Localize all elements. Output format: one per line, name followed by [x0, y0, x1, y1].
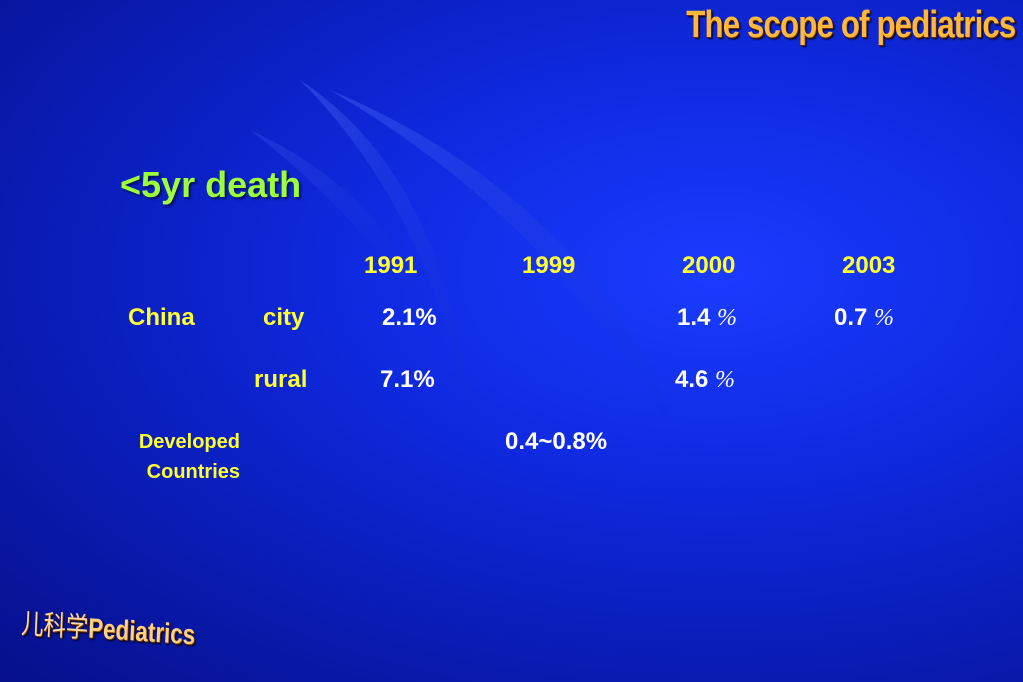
rural-2000-value: 4.6 % — [675, 366, 736, 393]
slide-title: The scope of pediatrics — [685, 4, 1016, 46]
footer-en-text: Pediatrics — [87, 612, 196, 651]
developed-countries-label: Developed Countries — [108, 427, 240, 487]
rural-1991-value: 7.1% — [380, 366, 435, 393]
year-2000: 2000 — [682, 252, 736, 279]
section-heading: <5yr death — [120, 164, 302, 205]
developed-label-line1: Developed — [138, 431, 240, 453]
developed-label-line2: Countries — [146, 461, 240, 483]
year-2003: 2003 — [842, 252, 896, 279]
china-label: China — [128, 304, 195, 331]
city-2003-value: 0.7 % — [834, 304, 895, 331]
year-1991: 1991 — [364, 252, 418, 279]
city-label: city — [263, 304, 305, 331]
footer-cn-text: 儿科学 — [20, 606, 89, 645]
year-1999: 1999 — [522, 252, 576, 279]
city-1991-value: 2.1% — [382, 304, 437, 331]
rural-label: rural — [254, 366, 308, 393]
city-2000-value: 1.4 % — [677, 304, 738, 331]
developed-1999-value: 0.4~0.8% — [505, 428, 608, 455]
